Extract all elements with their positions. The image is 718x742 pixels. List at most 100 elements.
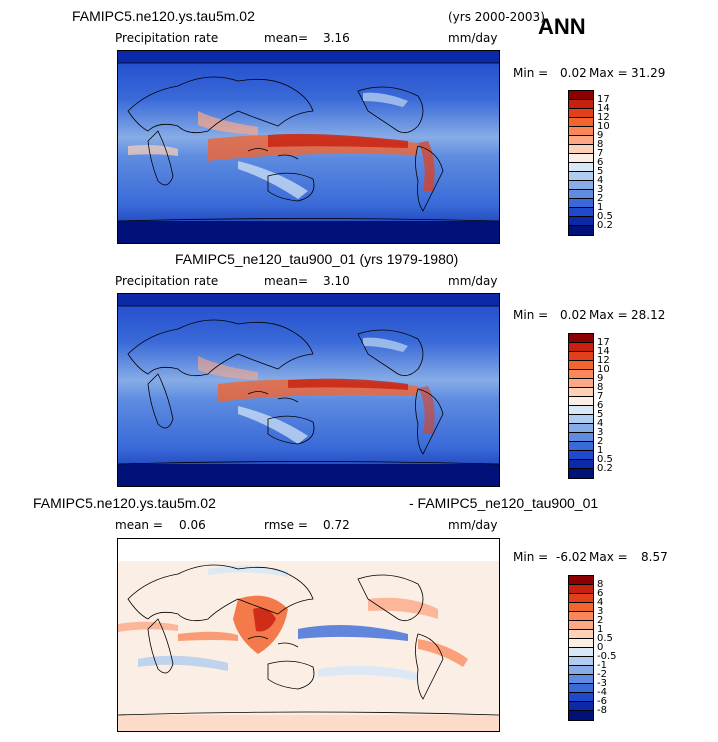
- colorbar-swatch: [569, 621, 593, 630]
- colorbar-swatch: [569, 657, 593, 666]
- colorbar-level-label: 6: [597, 588, 604, 599]
- colorbar-swatch: [569, 343, 593, 352]
- years-label: (yrs 2000-2003): [448, 10, 545, 24]
- colorbar-level-label: 0: [597, 642, 604, 653]
- colorbar-swatch: [569, 388, 593, 397]
- colorbar-swatch: [569, 109, 593, 118]
- colorbar-level-label: 8: [597, 139, 604, 150]
- colorbar-level-label: 14: [597, 103, 610, 114]
- colorbar-level-label: 1: [597, 624, 604, 635]
- colorbar-level-label: 6: [597, 400, 604, 411]
- colorbar-swatch: [569, 576, 593, 585]
- min-label: Min =: [513, 66, 549, 80]
- colorbar-swatch: [569, 684, 593, 693]
- colorbar-level-label: 1: [597, 202, 604, 213]
- panel-title: FAMIPC5_ne120_tau900_01 (yrs 1979-1980): [175, 251, 459, 267]
- colorbar-swatch: [569, 361, 593, 370]
- colorbar-swatch: [569, 334, 593, 343]
- colorbar-level-label: -8: [597, 705, 607, 716]
- colorbar-swatch: [569, 630, 593, 639]
- colorbar-level-label: 4: [597, 175, 604, 186]
- colorbar-level-label: 3: [597, 184, 604, 195]
- colorbar-swatch: [569, 711, 593, 720]
- colorbar-swatch: [569, 352, 593, 361]
- precip-map: [117, 50, 500, 244]
- max-label: Max =: [589, 308, 628, 322]
- colorbar-level-label: 7: [597, 391, 604, 402]
- colorbar-swatch: [569, 190, 593, 199]
- colorbar-swatch: [569, 424, 593, 433]
- colorbar-swatch: [569, 612, 593, 621]
- colorbar-swatch: [569, 469, 593, 478]
- colorbar-level-label: 0.5: [597, 633, 613, 644]
- mean-value: 0.06: [179, 518, 206, 532]
- mean-label: mean=: [264, 274, 309, 288]
- colorbar-swatch: [569, 693, 593, 702]
- colorbar-swatch: [569, 217, 593, 226]
- colorbar-swatch: [569, 226, 593, 235]
- max-label: Max =: [589, 66, 628, 80]
- colorbar-level-label: -2: [597, 669, 607, 680]
- panel-title-right: - FAMIPC5_ne120_tau900_01: [409, 495, 599, 511]
- min-label: Min =: [513, 550, 549, 564]
- colorbar-swatch: [569, 460, 593, 469]
- colorbar-swatch: [569, 118, 593, 127]
- colorbar-swatch: [569, 370, 593, 379]
- colorbar-level-label: 10: [597, 364, 610, 375]
- min-value: 0.02: [560, 308, 587, 322]
- colorbar-swatch: [569, 397, 593, 406]
- colorbar-level-label: 2: [597, 193, 604, 204]
- units-label: mm/day: [448, 518, 498, 532]
- season-label: ANN: [538, 14, 586, 39]
- max-label: Max =: [589, 550, 628, 564]
- max-value: 31.29: [631, 66, 666, 80]
- colorbar-swatch: [569, 666, 593, 675]
- rmse-label: rmse =: [264, 518, 308, 532]
- colorbar-swatch: [569, 127, 593, 136]
- colorbar-swatch: [569, 379, 593, 388]
- max-value: 28.12: [631, 308, 666, 322]
- colorbar-level-label: 6: [597, 157, 604, 168]
- colorbar-level-label: 7: [597, 148, 604, 159]
- colorbar-level-label: 0.2: [597, 463, 613, 474]
- colorbar-level-label: 14: [597, 346, 610, 357]
- units-label: mm/day: [448, 31, 498, 45]
- mean-value: 3.10: [323, 274, 350, 288]
- colorbar-swatch: [569, 154, 593, 163]
- colorbar-level-label: -6: [597, 696, 607, 707]
- units-label: mm/day: [448, 274, 498, 288]
- colorbar-level-label: -0.5: [597, 651, 617, 662]
- colorbar: [568, 575, 594, 721]
- colorbar-level-label: 2: [597, 615, 604, 626]
- colorbar-swatch: [569, 181, 593, 190]
- colorbar-swatch: [569, 585, 593, 594]
- colorbar-level-label: 8: [597, 579, 604, 590]
- colorbar-swatch: [569, 208, 593, 217]
- colorbar-swatch: [569, 163, 593, 172]
- colorbar-swatch: [569, 648, 593, 657]
- panel-title: FAMIPC5.ne120.ys.tau5m.02: [33, 495, 216, 511]
- colorbar-swatch: [569, 136, 593, 145]
- mean-label: mean=: [264, 31, 309, 45]
- min-value: -6.02: [556, 550, 588, 564]
- colorbar-swatch: [569, 91, 593, 100]
- colorbar-level-label: 0.5: [597, 454, 613, 465]
- colorbar-swatch: [569, 199, 593, 208]
- colorbar-swatch: [569, 433, 593, 442]
- colorbar-swatch: [569, 145, 593, 154]
- colorbar-swatch: [569, 702, 593, 711]
- colorbar-swatch: [569, 442, 593, 451]
- colorbar-level-label: -3: [597, 678, 607, 689]
- colorbar-level-label: -4: [597, 687, 607, 698]
- colorbar: [568, 333, 594, 479]
- colorbar-swatch: [569, 594, 593, 603]
- colorbar-level-label: 10: [597, 121, 610, 132]
- colorbar-level-label: 12: [597, 355, 610, 366]
- colorbar-swatch: [569, 172, 593, 181]
- colorbar-level-label: 5: [597, 166, 604, 177]
- colorbar-level-label: -1: [597, 660, 607, 671]
- min-value: 0.02: [560, 66, 587, 80]
- colorbar-level-label: 9: [597, 373, 604, 384]
- colorbar-level-label: 3: [597, 606, 604, 617]
- mean-label: mean =: [115, 518, 163, 532]
